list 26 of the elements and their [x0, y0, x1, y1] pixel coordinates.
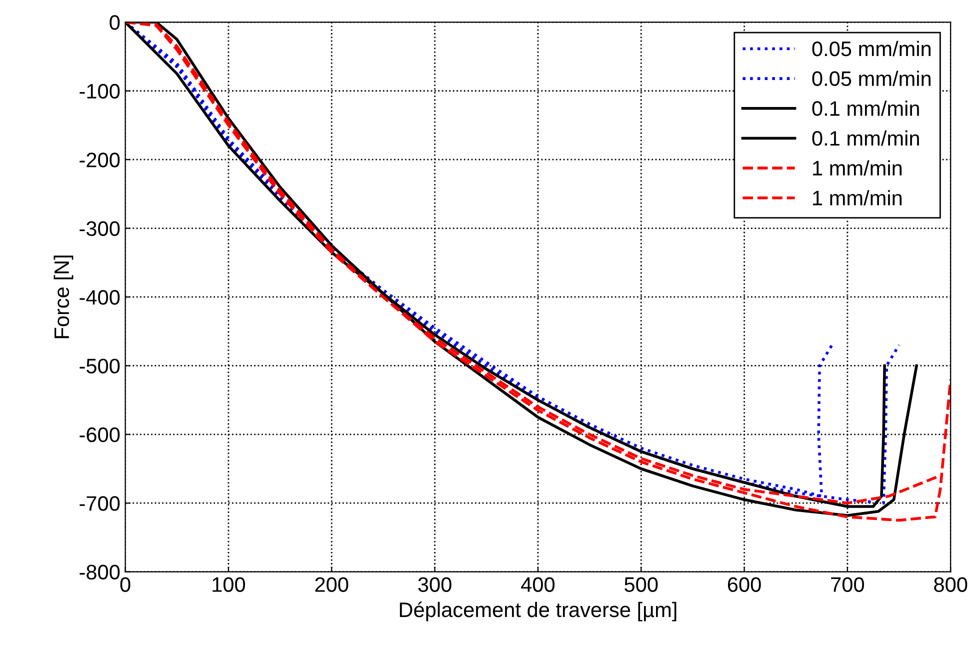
- x-tick-label: 700: [831, 577, 864, 592]
- x-tick-label: 500: [624, 577, 658, 592]
- y-tick-label: -300: [80, 221, 120, 236]
- y-tick-label: -200: [80, 152, 120, 168]
- y-tick-label: -400: [80, 290, 120, 305]
- y-tick-label: -700: [80, 496, 120, 511]
- x-tick-label: 800: [934, 577, 968, 592]
- y-axis-title: Force [N]: [54, 256, 74, 338]
- y-tick-label: 0: [110, 15, 120, 30]
- legend-label: 0.1 mm/min: [812, 130, 919, 146]
- y-tick-label: -100: [80, 84, 120, 99]
- x-tick-label: 600: [728, 577, 761, 592]
- x-tick-label: 300: [418, 577, 452, 592]
- y-tick-label: -600: [80, 427, 120, 442]
- x-tick-label: 200: [315, 577, 348, 592]
- legend-label: 1 mm/min: [813, 190, 902, 206]
- x-tick-label: 0: [120, 577, 130, 592]
- legend-label: 0.05 mm/min: [812, 70, 931, 86]
- legend-label: 0.05 mm/min: [812, 40, 931, 56]
- x-tick-label: 400: [521, 577, 555, 592]
- legend-label: 0.1 mm/min: [812, 100, 919, 116]
- y-tick-label: -800: [80, 564, 120, 580]
- x-axis-title: Déplacement de traverse [µm]: [400, 602, 676, 622]
- legend-label: 1 mm/min: [813, 160, 902, 176]
- y-tick-label: -500: [80, 358, 120, 374]
- x-tick-label: 100: [212, 577, 246, 592]
